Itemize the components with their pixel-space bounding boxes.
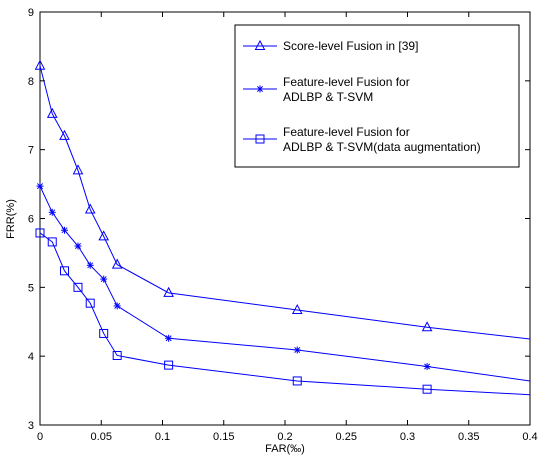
- y-axis-label: FRR(%): [5, 199, 17, 239]
- x-tick-label: 0.4: [522, 431, 537, 443]
- legend: Score-level Fusion in [39] Feature-level …: [234, 24, 520, 168]
- y-tick-label: 9: [28, 7, 34, 19]
- data-point-star: [36, 182, 44, 190]
- legend-marker-triangle: [254, 39, 266, 50]
- legend-label: ADLBP & T-SVM(data augmentation): [283, 140, 481, 154]
- x-axis-ticks: 0 0.05 0.1 0.15 0.2 0.25 0.3 0.35 0.4: [37, 12, 538, 443]
- legend-entry: Score-level Fusion in [39]: [243, 39, 418, 53]
- data-point-star: [61, 226, 68, 234]
- series-line: [39, 232, 531, 396]
- data-point-square: [99, 328, 109, 338]
- data-point-triangle: [111, 258, 123, 269]
- x-tick-label: 0.2: [277, 431, 292, 443]
- data-point-square: [292, 376, 302, 386]
- x-tick-label: 0.35: [458, 431, 479, 443]
- data-point-triangle: [34, 59, 46, 70]
- x-tick-label: 0.1: [155, 431, 170, 443]
- data-point-square: [422, 384, 432, 394]
- legend-label: Score-level Fusion in [39]: [283, 39, 418, 53]
- x-tick-label: 0: [37, 431, 43, 443]
- data-point-star: [113, 302, 121, 310]
- data-point-star: [100, 275, 108, 283]
- y-tick-label: 5: [28, 282, 34, 294]
- legend-marker-star: [256, 85, 264, 93]
- data-point-star: [165, 334, 173, 342]
- x-tick-label: 0.05: [91, 431, 112, 443]
- data-point-square: [112, 350, 122, 360]
- y-tick-label: 8: [28, 76, 34, 88]
- x-tick-label: 0.3: [400, 431, 415, 443]
- data-point-star: [423, 362, 431, 370]
- data-point-square: [35, 228, 45, 238]
- legend-label: ADLBP & T-SVM: [283, 90, 373, 104]
- data-point-triangle: [46, 107, 58, 118]
- series-triangle: [34, 59, 531, 340]
- data-point-triangle: [421, 321, 433, 332]
- data-point-star: [48, 208, 56, 216]
- data-point-triangle: [291, 303, 303, 315]
- data-point-triangle: [72, 164, 84, 175]
- series-square: [35, 228, 531, 396]
- series-star: [36, 182, 531, 382]
- data-point-square: [47, 237, 57, 247]
- data-point-triangle: [59, 129, 70, 140]
- legend-label: Feature-level Fusion for: [283, 75, 410, 89]
- data-point-triangle: [163, 286, 174, 297]
- data-point-square: [73, 282, 83, 292]
- legend-label: Feature-level Fusion for: [283, 125, 410, 139]
- legend-box: [234, 24, 520, 168]
- data-point-star: [86, 261, 94, 269]
- series-line: [39, 65, 531, 340]
- x-tick-label: 0.25: [336, 431, 357, 443]
- y-tick-label: 7: [28, 145, 34, 157]
- legend-marker-square: [255, 134, 265, 144]
- data-point-triangle: [84, 203, 96, 214]
- data-point-triangle: [98, 230, 110, 241]
- y-tick-label: 3: [28, 420, 34, 432]
- series-layer: [34, 59, 531, 396]
- data-point-star: [293, 346, 301, 354]
- data-point-square: [85, 298, 95, 308]
- data-point-square: [60, 266, 69, 276]
- data-point-square: [164, 360, 174, 370]
- y-axis-ticks: 3 4 5 6 7 8 9: [28, 7, 530, 432]
- data-point-star: [74, 242, 82, 250]
- y-tick-label: 4: [28, 351, 34, 363]
- y-tick-label: 6: [28, 214, 34, 226]
- x-axis-label: FAR(‰): [265, 443, 305, 455]
- x-tick-label: 0.15: [213, 431, 234, 443]
